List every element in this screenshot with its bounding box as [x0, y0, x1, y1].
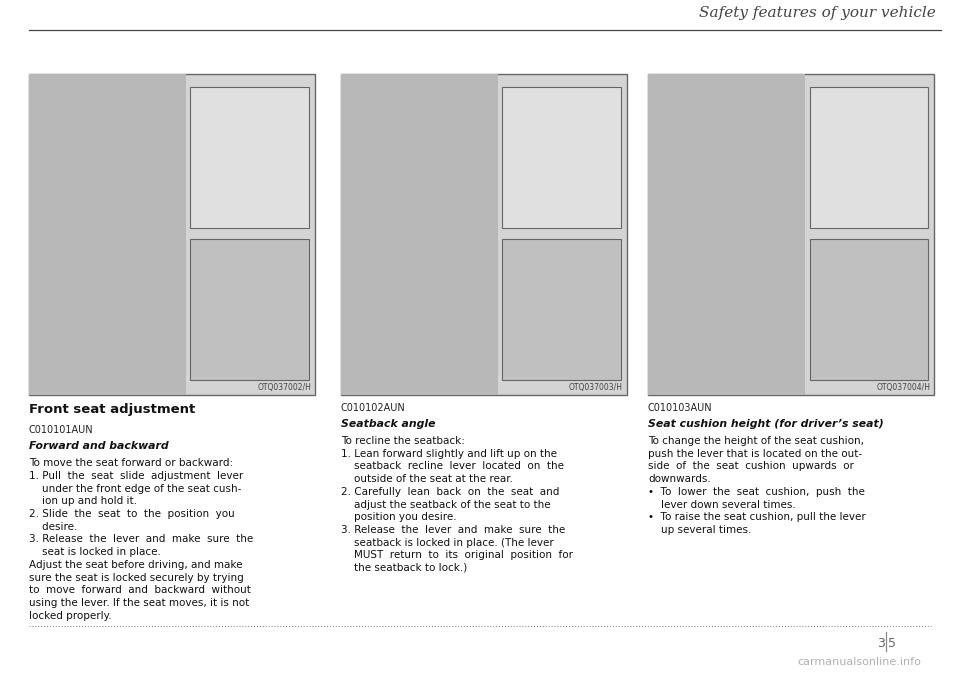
Text: using the lever. If the seat moves, it is not: using the lever. If the seat moves, it i…	[29, 598, 249, 608]
Text: sure the seat is locked securely by trying: sure the seat is locked securely by tryi…	[29, 572, 244, 583]
Bar	[341, 74, 627, 395]
Text: to  move  forward  and  backward  without: to move forward and backward without	[29, 585, 251, 595]
Text: locked properly.: locked properly.	[29, 611, 111, 620]
Text: Seatback angle: Seatback angle	[341, 419, 435, 429]
Text: 5: 5	[887, 637, 896, 650]
Text: 3. Release  the  lever  and  make  sure  the: 3. Release the lever and make sure the	[29, 535, 253, 545]
Text: 3. Release  the  lever  and  make  sure  the: 3. Release the lever and make sure the	[341, 525, 565, 535]
Text: side  of  the  seat  cushion  upwards  or: side of the seat cushion upwards or	[648, 462, 853, 471]
Bar	[502, 240, 621, 381]
Text: the seatback to lock.): the seatback to lock.)	[341, 563, 468, 573]
Text: 2. Carefully  lean  back  on  the  seat  and: 2. Carefully lean back on the seat and	[341, 487, 559, 497]
Text: under the front edge of the seat cush-: under the front edge of the seat cush-	[29, 484, 241, 493]
Text: seatback  recline  lever  located  on  the: seatback recline lever located on the	[341, 462, 564, 471]
Text: ion up and hold it.: ion up and hold it.	[29, 496, 137, 506]
Bar	[809, 240, 928, 381]
Text: C010102AUN: C010102AUN	[341, 403, 405, 413]
Text: Adjust the seat before driving, and make: Adjust the seat before driving, and make	[29, 560, 242, 570]
Text: seatback is locked in place. (The lever: seatback is locked in place. (The lever	[341, 537, 554, 547]
Text: 3: 3	[876, 637, 885, 650]
Text: carmanualsonline.info: carmanualsonline.info	[798, 657, 922, 668]
Text: OTQ037004/H: OTQ037004/H	[876, 383, 930, 392]
Bar	[29, 74, 315, 395]
Text: up several times.: up several times.	[648, 525, 752, 535]
Text: Forward and backward: Forward and backward	[29, 441, 168, 452]
Text: 2. Slide  the  seat  to  the  position  you: 2. Slide the seat to the position you	[29, 509, 234, 519]
Bar	[190, 240, 309, 381]
Text: C010103AUN: C010103AUN	[648, 403, 712, 413]
Bar	[648, 74, 934, 395]
Text: lever down several times.: lever down several times.	[648, 500, 796, 510]
Text: position you desire.: position you desire.	[341, 512, 456, 522]
Text: desire.: desire.	[29, 522, 77, 532]
Text: To recline the seatback:: To recline the seatback:	[341, 436, 465, 446]
Text: 1. Pull  the  seat  slide  adjustment  lever: 1. Pull the seat slide adjustment lever	[29, 471, 243, 481]
Text: OTQ037002/H: OTQ037002/H	[257, 383, 311, 392]
Bar	[190, 87, 309, 228]
Text: To change the height of the seat cushion,: To change the height of the seat cushion…	[648, 436, 864, 446]
Text: Safety features of your vehicle: Safety features of your vehicle	[699, 6, 936, 20]
Text: downwards.: downwards.	[648, 474, 710, 484]
Bar	[29, 74, 186, 395]
Text: outside of the seat at the rear.: outside of the seat at the rear.	[341, 474, 513, 484]
Text: •  To raise the seat cushion, pull the lever: • To raise the seat cushion, pull the le…	[648, 512, 866, 522]
Text: •  To  lower  the  seat  cushion,  push  the: • To lower the seat cushion, push the	[648, 487, 865, 497]
Text: MUST  return  to  its  original  position  for: MUST return to its original position for	[341, 550, 573, 560]
Text: push the lever that is located on the out-: push the lever that is located on the ou…	[648, 449, 862, 459]
Text: Seat cushion height (for driver’s seat): Seat cushion height (for driver’s seat)	[648, 419, 884, 429]
Text: Front seat adjustment: Front seat adjustment	[29, 403, 195, 416]
Bar	[648, 74, 805, 395]
Text: seat is locked in place.: seat is locked in place.	[29, 547, 160, 557]
Text: 1. Lean forward slightly and lift up on the: 1. Lean forward slightly and lift up on …	[341, 449, 557, 459]
Bar	[502, 87, 621, 228]
Text: OTQ037003/H: OTQ037003/H	[569, 383, 623, 392]
Bar	[341, 74, 498, 395]
Text: To move the seat forward or backward:: To move the seat forward or backward:	[29, 458, 233, 468]
Bar	[809, 87, 928, 228]
Text: C010101AUN: C010101AUN	[29, 425, 93, 435]
Text: adjust the seatback of the seat to the: adjust the seatback of the seat to the	[341, 500, 550, 510]
